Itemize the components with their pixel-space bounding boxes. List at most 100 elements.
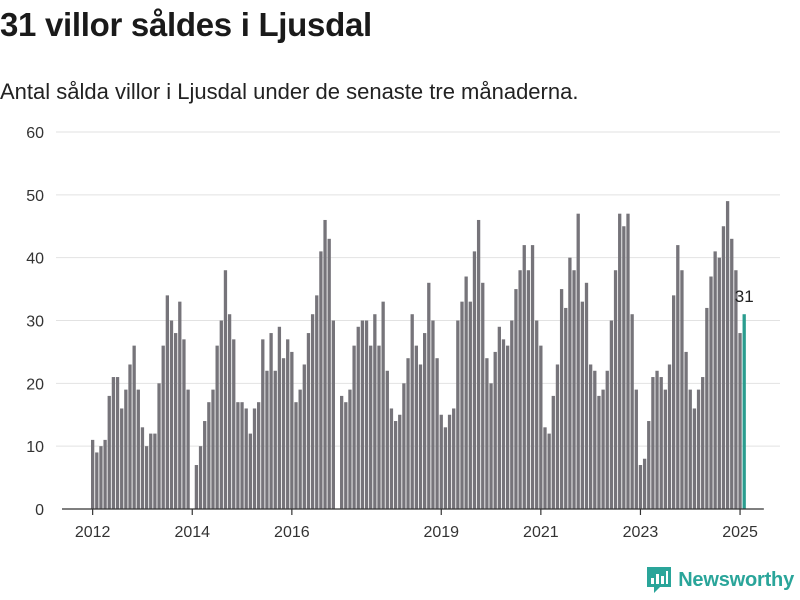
bar — [149, 433, 153, 509]
y-tick-label: 20 — [26, 376, 44, 393]
chart-logo-icon — [647, 567, 672, 593]
bar — [315, 295, 319, 509]
bar — [684, 351, 688, 509]
bar — [174, 333, 178, 509]
newsworthy-logo: Newsworthy — [646, 566, 794, 594]
bar — [95, 452, 99, 509]
y-tick-label: 60 — [26, 125, 44, 142]
bar — [178, 301, 182, 509]
bar — [203, 421, 207, 509]
bar — [725, 201, 730, 509]
bar — [427, 282, 431, 509]
bar — [269, 333, 273, 509]
bar — [423, 333, 427, 509]
bar — [447, 414, 452, 509]
bar — [709, 276, 713, 509]
data-labels: 31 — [735, 287, 754, 306]
bar — [543, 427, 547, 509]
bar — [340, 395, 344, 509]
bar-highlight — [742, 314, 746, 509]
bar — [472, 251, 477, 509]
x-tick-label: 2016 — [274, 524, 310, 541]
bar — [705, 307, 709, 509]
bar — [630, 314, 634, 509]
bar — [364, 320, 369, 509]
bar — [688, 389, 692, 509]
bar — [352, 345, 356, 509]
x-tick-label: 2014 — [174, 524, 210, 541]
bar — [464, 276, 468, 509]
y-axis: 0 10 20 30 40 50 60 — [26, 125, 44, 519]
bar — [414, 345, 418, 509]
bar — [634, 389, 638, 509]
bar — [198, 446, 203, 509]
bar — [460, 301, 464, 509]
bar — [207, 402, 211, 509]
bar — [186, 389, 190, 509]
bar — [128, 364, 132, 509]
bar — [389, 408, 394, 509]
bar — [721, 226, 726, 509]
bar — [236, 402, 240, 509]
bar — [211, 389, 215, 509]
bar — [157, 383, 161, 509]
y-tick-label: 10 — [26, 439, 44, 456]
bar — [111, 377, 116, 509]
bar — [136, 389, 140, 509]
bar — [91, 439, 95, 509]
bar — [439, 414, 443, 509]
bar — [406, 358, 410, 509]
bar — [277, 326, 282, 509]
bar — [730, 238, 734, 510]
x-tick-label: 2019 — [423, 524, 459, 541]
bar — [153, 433, 157, 509]
y-tick-label: 0 — [35, 502, 44, 519]
bar — [663, 389, 667, 509]
bar — [257, 402, 261, 509]
bar — [377, 345, 381, 509]
bar — [510, 320, 514, 509]
bar — [232, 339, 236, 509]
bar — [327, 238, 331, 510]
bar — [215, 345, 219, 509]
bar — [107, 395, 111, 509]
bar — [659, 377, 663, 509]
bar — [584, 282, 589, 509]
bar — [265, 370, 269, 509]
bar — [589, 364, 593, 509]
bar — [680, 270, 684, 509]
bar — [385, 370, 389, 509]
bar — [306, 333, 311, 509]
bar — [672, 295, 676, 509]
bar — [642, 458, 647, 509]
bar — [476, 219, 481, 509]
bar — [572, 270, 576, 509]
bar — [310, 314, 315, 509]
bar — [647, 421, 651, 509]
bar — [319, 251, 323, 509]
bar — [539, 345, 543, 509]
bar — [481, 282, 485, 509]
bar — [497, 326, 501, 509]
brand-name: Newsworthy — [678, 568, 794, 591]
bar — [331, 320, 335, 509]
bar — [431, 320, 435, 509]
bar — [103, 439, 107, 509]
bar — [194, 465, 199, 509]
bar — [273, 370, 277, 509]
bar — [244, 408, 248, 509]
x-tick-label: 2025 — [722, 524, 758, 541]
x-tick-label: 2023 — [623, 524, 659, 541]
bar — [348, 389, 352, 509]
bar — [298, 389, 302, 509]
bars — [91, 201, 746, 510]
bar — [576, 213, 580, 509]
bar — [452, 408, 456, 509]
bar — [402, 383, 406, 509]
bar — [443, 427, 448, 509]
bar — [290, 351, 294, 509]
bar — [286, 339, 290, 509]
bar — [655, 370, 659, 509]
bar — [294, 402, 298, 509]
bar — [667, 364, 672, 509]
